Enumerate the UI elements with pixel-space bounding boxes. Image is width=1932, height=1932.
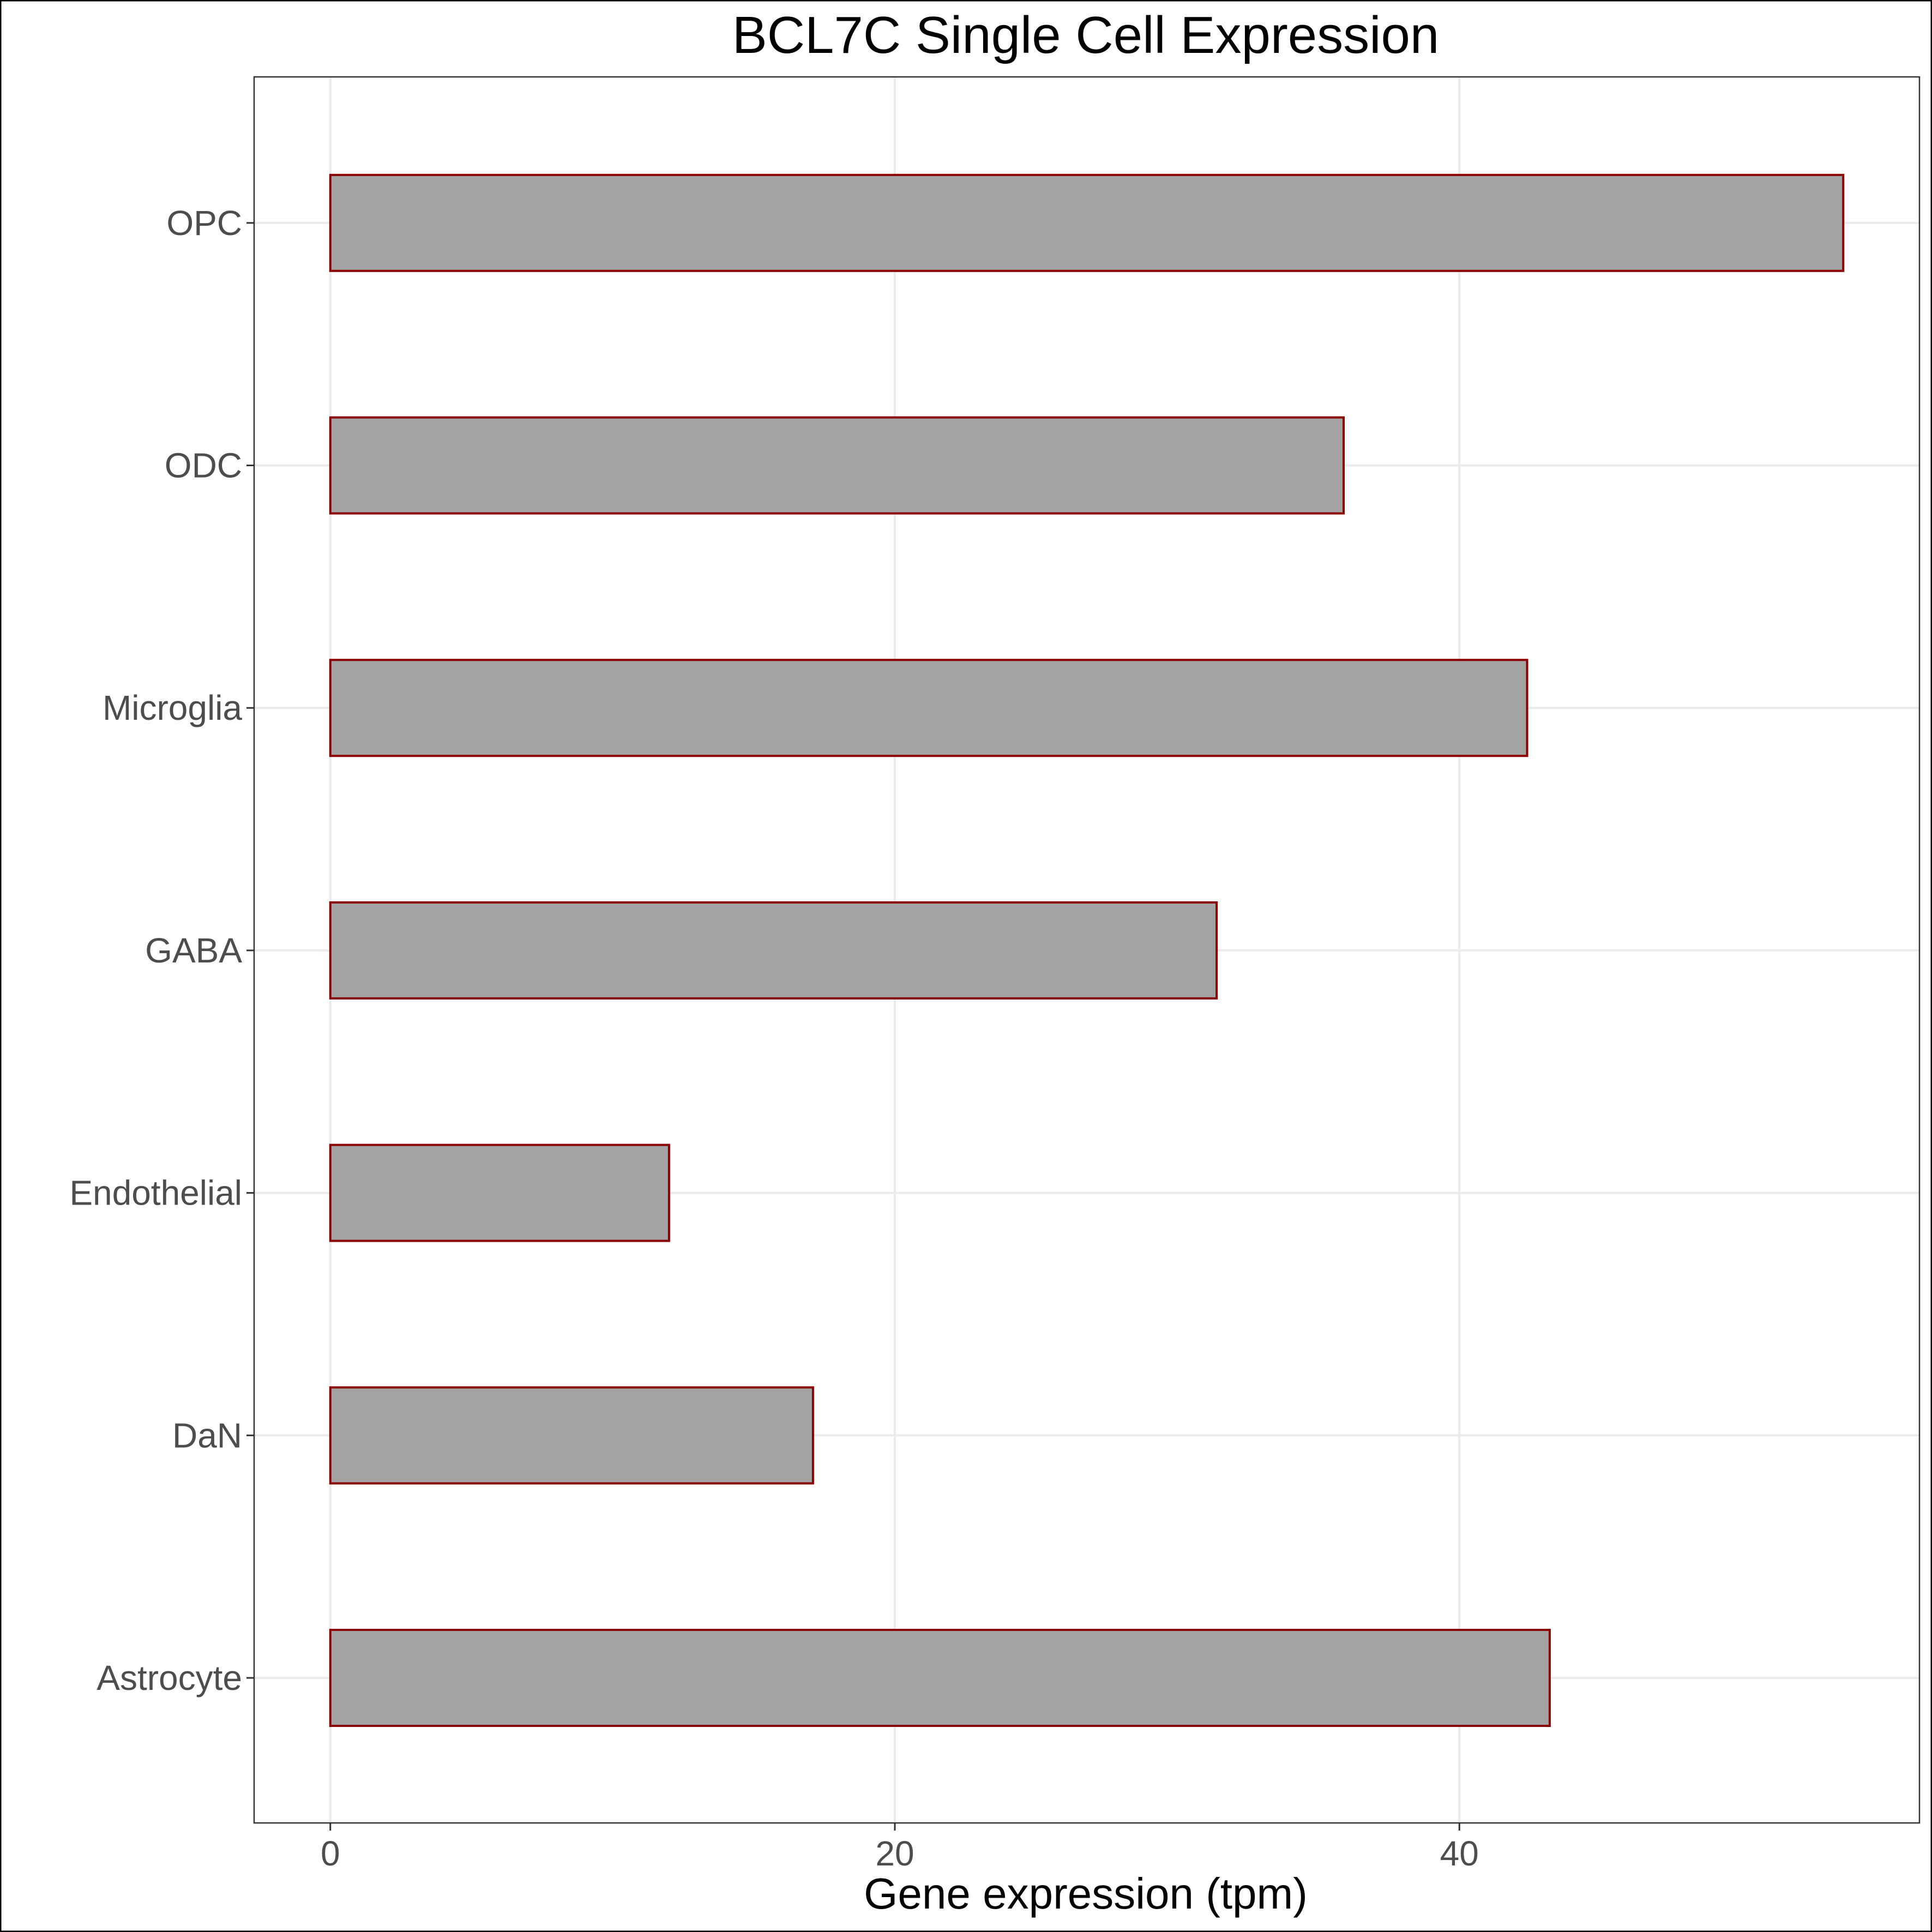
y-axis-ticks: Astrocyte DaN Endothelial GABA Microglia ODC O… xyxy=(69,203,254,1698)
chart-title: BCL7C Single Cell Expression xyxy=(732,6,1440,64)
y-tick-label: Astrocyte xyxy=(97,1658,242,1698)
bar-microglia xyxy=(329,659,1528,757)
bar-astrocyte xyxy=(329,1629,1551,1727)
y-tick-label: Microglia xyxy=(103,688,242,727)
y-tick-label: DaN xyxy=(172,1416,242,1455)
x-tick-label: 0 xyxy=(321,1834,340,1873)
bars xyxy=(329,173,1845,1727)
bar-opc xyxy=(329,173,1845,272)
x-tick-label: 20 xyxy=(875,1834,914,1873)
bar-dan xyxy=(329,1386,814,1485)
y-tick-label: OPC xyxy=(166,203,242,243)
bar-endothelial xyxy=(329,1143,670,1242)
x-axis-ticks: 0 20 40 xyxy=(321,1823,1479,1873)
y-tick-label: ODC xyxy=(165,446,242,485)
bar-odc xyxy=(329,416,1345,515)
y-tick-label: GABA xyxy=(145,931,242,970)
y-tick-label: Endothelial xyxy=(69,1173,242,1213)
x-axis-title: Gene expression (tpm) xyxy=(864,1869,1308,1918)
x-tick-label: 40 xyxy=(1440,1834,1479,1873)
bar-gaba xyxy=(329,901,1218,1000)
